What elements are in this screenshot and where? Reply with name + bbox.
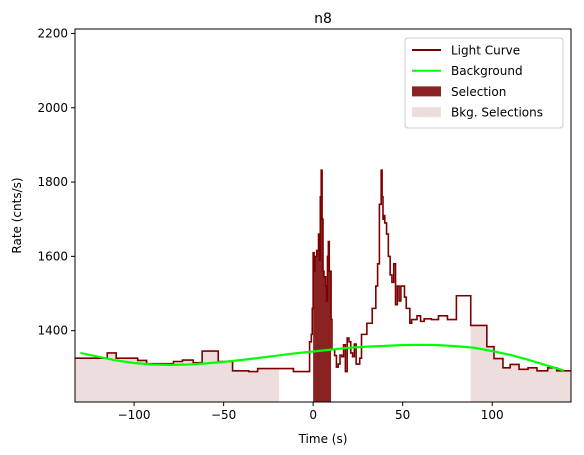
selection-region: [313, 170, 332, 402]
y-tick-label: 1800: [37, 175, 68, 189]
x-tick-label: 50: [395, 408, 410, 422]
x-axis-label: Time (s): [298, 432, 348, 446]
x-tick-label: 0: [309, 408, 317, 422]
light-curve-layer: [75, 169, 571, 373]
bkg-selection-layer: [75, 325, 571, 402]
plot-frame: [74, 28, 572, 403]
y-tick-label: 1400: [37, 324, 68, 338]
legend-box: [404, 37, 564, 129]
legend-label: Light Curve: [451, 44, 520, 58]
y-axis-label: Rate (cnts/s): [10, 177, 24, 253]
x-axis-ticks: −100 −50 0 50 100: [118, 402, 504, 422]
y-tick-label: 1600: [37, 249, 68, 263]
legend-label: Background: [451, 64, 523, 78]
chart-title: n8: [314, 11, 332, 27]
x-tick-label: 100: [481, 408, 504, 422]
background-curve-layer: [80, 343, 565, 372]
legend-label: Selection: [451, 85, 506, 99]
legend: Light Curve Background Selection Bkg. Selec…: [404, 37, 564, 129]
bkg-selection-1: [470, 325, 571, 402]
legend-swatch-patch: [412, 107, 441, 118]
legend-swatch-patch: [412, 86, 441, 97]
selection-layer: [313, 170, 332, 402]
light-curve-line: [75, 169, 571, 373]
y-tick-label: 2200: [37, 26, 68, 40]
background-curve-line: [80, 343, 565, 372]
legend-label: Bkg. Selections: [451, 106, 543, 120]
y-tick-label: 2000: [37, 101, 68, 115]
x-tick-label: −50: [211, 408, 236, 422]
bkg-selection-0: [75, 351, 280, 402]
y-axis-ticks: 1400 1600 1800 2000 2200: [37, 26, 75, 338]
x-tick-label: −100: [118, 408, 151, 422]
